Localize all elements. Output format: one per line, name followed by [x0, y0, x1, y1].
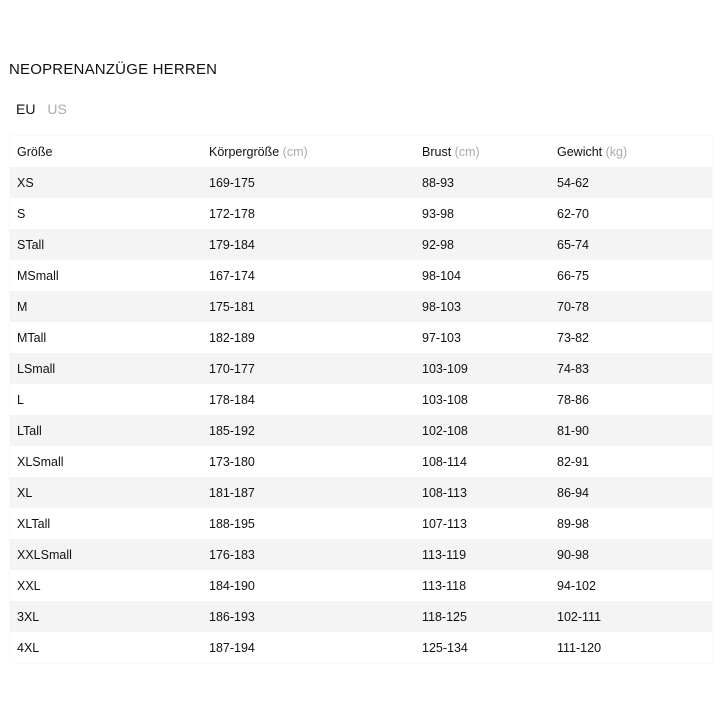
table-row: 3XL 186-193 118-125 102-111 [10, 601, 712, 632]
unit-switch: EU US [16, 101, 75, 117]
table-cell: MTall [17, 330, 47, 345]
table-cell: 103-109 [422, 361, 468, 376]
table-row: 4XL 187-194 125-134 111-120 [10, 632, 712, 663]
table-header-row: Größe Körpergröße (cm) Brust (cm) Gewicht (… [10, 136, 712, 167]
table-cell: 73-82 [557, 330, 589, 345]
table-cell: 113-118 [422, 578, 467, 593]
table-cell: 86-94 [557, 485, 589, 500]
column-header: Körpergröße (cm) [209, 136, 422, 167]
table-cell: 102-111 [557, 609, 602, 624]
table-cell: 172-178 [209, 206, 255, 221]
column-label: Größe [17, 144, 53, 159]
column-label: Brust [422, 144, 452, 159]
page-title: NEOPRENANZÜGE HERREN [9, 61, 218, 78]
table-cell: XL [17, 485, 33, 500]
table-cell: 118-125 [422, 609, 467, 624]
table-cell: 74-83 [557, 361, 589, 376]
table-row: XS 169-175 88-93 54-62 [10, 167, 712, 198]
table-cell: STall [17, 237, 45, 252]
table-row: L 178-184 103-108 78-86 [10, 384, 712, 415]
table-cell: 70-78 [557, 299, 589, 314]
table-cell: S [17, 206, 26, 221]
column-label: Gewicht [557, 144, 603, 159]
table-row: S 172-178 93-98 62-70 [10, 198, 712, 229]
table-cell: 185-192 [209, 423, 255, 438]
table-cell: 107-113 [422, 516, 467, 531]
table-cell: 125-134 [422, 640, 468, 655]
table-cell: 175-181 [209, 299, 255, 314]
table-cell: 98-103 [422, 299, 461, 314]
table-cell: 102-108 [422, 423, 468, 438]
table-row: MTall 182-189 97-103 73-82 [10, 322, 712, 353]
table-cell: 4XL [17, 640, 40, 655]
tab-eu[interactable]: EU [16, 101, 36, 117]
table-row: MSmall 167-174 98-104 66-75 [10, 260, 712, 291]
table-cell: 113-119 [422, 547, 467, 562]
column-header: Brust (cm) [422, 136, 557, 167]
table-row: XXLSmall 176-183 113-119 90-98 [10, 539, 712, 570]
table-cell: 65-74 [557, 237, 589, 252]
table-row: STall 179-184 92-98 65-74 [10, 229, 712, 260]
table-cell: XS [17, 175, 34, 190]
table-cell: 62-70 [557, 206, 589, 221]
table-cell: 184-190 [209, 578, 255, 593]
table-cell: 92-98 [422, 237, 454, 252]
table-cell: 181-187 [209, 485, 255, 500]
table-cell: LSmall [17, 361, 56, 376]
table-cell: 167-174 [209, 268, 255, 283]
column-header: Gewicht (kg) [557, 136, 712, 167]
table-row: LSmall 170-177 103-109 74-83 [10, 353, 712, 384]
table-row: XXL 184-190 113-118 94-102 [10, 570, 712, 601]
table-cell: 188-195 [209, 516, 255, 531]
table-cell: 66-75 [557, 268, 589, 283]
column-header: Größe [10, 136, 209, 167]
column-label: Körpergröße [209, 144, 280, 159]
column-unit: (kg) [605, 144, 628, 159]
column-unit: (cm) [454, 144, 480, 159]
table-cell: 89-98 [557, 516, 589, 531]
table-cell: 179-184 [209, 237, 255, 252]
table-cell: XXLSmall [17, 547, 72, 562]
table-cell: 88-93 [422, 175, 454, 190]
table-row: XLTall 188-195 107-113 89-98 [10, 508, 712, 539]
table-cell: 90-98 [557, 547, 589, 562]
table-cell: 111-120 [557, 640, 602, 655]
tab-us[interactable]: US [47, 101, 67, 117]
table-cell: 94-102 [557, 578, 596, 593]
table-cell: XLTall [17, 516, 51, 531]
table-cell: 98-104 [422, 268, 461, 283]
table-row: M 175-181 98-103 70-78 [10, 291, 712, 322]
table-cell: 82-91 [557, 454, 589, 469]
size-table: Größe Körpergröße (cm) Brust (cm) Gewicht (… [10, 136, 712, 663]
table-cell: 173-180 [209, 454, 255, 469]
table-cell: 187-194 [209, 640, 255, 655]
table-cell: 103-108 [422, 392, 468, 407]
table-cell: M [17, 299, 28, 314]
table-cell: 78-86 [557, 392, 589, 407]
table-cell: L [17, 392, 24, 407]
table-cell: 3XL [17, 609, 40, 624]
table-cell: 108-113 [422, 485, 467, 500]
table-row: XL 181-187 108-113 86-94 [10, 477, 712, 508]
table-row: XLSmall 173-180 108-114 82-91 [10, 446, 712, 477]
table-cell: 81-90 [557, 423, 589, 438]
table-cell: 176-183 [209, 547, 255, 562]
table-cell: 170-177 [209, 361, 255, 376]
table-cell: XXL [17, 578, 41, 593]
table-cell: 178-184 [209, 392, 255, 407]
column-unit: (cm) [282, 144, 308, 159]
table-cell: 169-175 [209, 175, 255, 190]
table-cell: 182-189 [209, 330, 255, 345]
table-cell: 186-193 [209, 609, 255, 624]
table-cell: LTall [17, 423, 42, 438]
table-row: LTall 185-192 102-108 81-90 [10, 415, 712, 446]
table-cell: 93-98 [422, 206, 454, 221]
table-cell: 54-62 [557, 175, 589, 190]
table-cell: 97-103 [422, 330, 461, 345]
table-cell: XLSmall [17, 454, 64, 469]
table-cell: 108-114 [422, 454, 467, 469]
table-cell: MSmall [17, 268, 59, 283]
